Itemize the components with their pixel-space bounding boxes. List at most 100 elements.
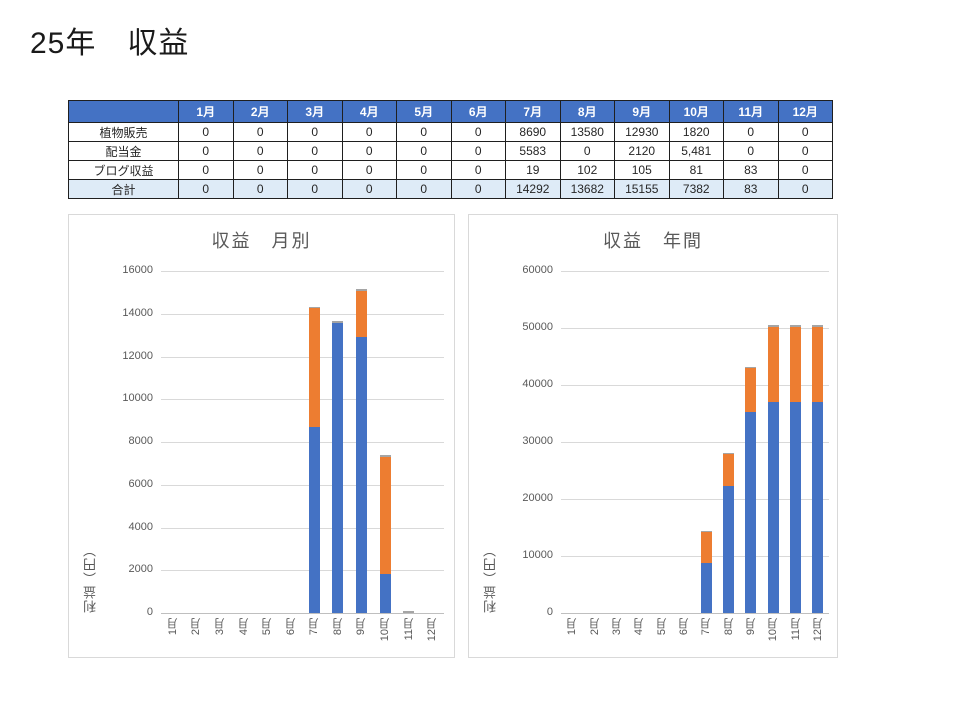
value-cell: 102 <box>559 160 615 180</box>
value-cell: 19 <box>505 160 561 180</box>
gridline <box>161 271 444 272</box>
value-cell: 0 <box>287 141 343 161</box>
value-cell: 12930 <box>614 122 670 142</box>
value-cell: 0 <box>396 122 452 142</box>
month-header-cell: 7月 <box>505 100 561 123</box>
value-cell: 0 <box>396 160 452 180</box>
value-cell: 0 <box>341 141 397 161</box>
revenue-table-header: 1月 2月 3月 4月 5月 6月 7月 8月 9月 10月 11月 12月 <box>68 100 833 123</box>
value-cell: 0 <box>232 122 288 142</box>
chart-monthly: 収益 月別 利益（円） 0 2000 4000 6000 8000 10000 12000 1… <box>68 214 455 658</box>
x-tick-label: 8月 <box>722 618 735 636</box>
bar-segment <box>332 320 344 323</box>
bar-segment <box>332 322 344 613</box>
gridline <box>161 613 444 614</box>
bar-segment <box>790 326 801 402</box>
page-title: 25年 収益 <box>30 27 190 60</box>
value-cell: 15155 <box>614 179 670 199</box>
value-cell: 0 <box>341 122 397 142</box>
x-tick-label: 1月 <box>166 618 179 636</box>
y-axis-title: 利益（円） <box>483 543 498 613</box>
row-label-cell: ブログ収益 <box>68 160 179 180</box>
y-tick-label: 14000 <box>122 306 153 319</box>
y-tick-label: 50000 <box>522 321 553 333</box>
x-tick-label: 12月 <box>811 618 824 642</box>
value-cell: 0 <box>777 160 833 180</box>
revenue-table-body: 植物販売 0 0 0 0 0 0 8690 13580 12930 1820 0 0 配当金 0 0 0 0 0 0 5… <box>68 122 833 199</box>
y-tick-label: 0 <box>546 606 553 618</box>
value-cell: 0 <box>178 179 234 199</box>
month-header-cell: 6月 <box>450 100 506 123</box>
y-tick-label: 20000 <box>522 492 553 504</box>
month-header-cell: 12月 <box>777 100 833 123</box>
value-cell: 0 <box>777 141 833 161</box>
bar-segment <box>812 402 824 613</box>
value-cell: 0 <box>178 141 234 161</box>
month-header-cell: 11月 <box>723 100 779 123</box>
bar-segment <box>790 402 801 613</box>
value-cell: 0 <box>341 160 397 180</box>
bar-segment <box>745 367 757 369</box>
bar-segment <box>745 368 757 413</box>
x-tick-label: 5月 <box>261 618 274 636</box>
chart-title: 収益 月別 <box>211 231 312 251</box>
gridline <box>161 356 444 358</box>
value-cell: 0 <box>287 122 343 142</box>
bar-segment <box>723 454 734 487</box>
x-tick-label: 10月 <box>767 618 780 642</box>
y-tick-label: 2000 <box>128 563 153 576</box>
row-label-cell: 合計 <box>68 179 179 199</box>
bar-segment <box>308 427 320 613</box>
bar-segment <box>379 455 391 457</box>
gridline <box>161 570 444 572</box>
bar-segment <box>355 336 367 613</box>
x-tick-label: 6月 <box>284 618 297 636</box>
gridline <box>561 556 829 557</box>
table-row: 配当金 0 0 0 0 0 0 5583 0 2120 5,481 0 0 <box>68 141 833 161</box>
value-cell: 0 <box>232 179 288 199</box>
value-cell: 14292 <box>505 179 561 199</box>
revenue-table: 1月 2月 3月 4月 5月 6月 7月 8月 9月 10月 11月 12月 植物販売 0 0 0 0 0 0 86… <box>68 100 833 199</box>
x-tick-label: 11月 <box>402 618 415 641</box>
y-tick-label: 0 <box>146 606 153 618</box>
month-header-cell: 9月 <box>614 100 670 123</box>
x-tick-label: 3月 <box>213 618 226 636</box>
month-header-cell: 1月 <box>178 100 234 123</box>
bar-segment <box>767 326 779 402</box>
gridline <box>561 271 829 272</box>
bar-segment <box>790 324 801 327</box>
value-cell: 0 <box>559 141 615 161</box>
gridline <box>561 442 829 443</box>
y-tick-label: 12000 <box>122 349 153 362</box>
month-header-cell: 4月 <box>341 100 397 123</box>
y-tick-label: 4000 <box>128 520 153 533</box>
gridline <box>561 328 829 329</box>
bar-segment <box>403 611 415 613</box>
value-cell: 0 <box>178 122 234 142</box>
value-cell: 0 <box>450 179 506 199</box>
table-row: 植物販売 0 0 0 0 0 0 8690 13580 12930 1820 0 0 <box>68 122 833 142</box>
value-cell: 0 <box>777 179 833 199</box>
bar-segment <box>355 291 367 337</box>
y-axis-title: 利益（円） <box>83 543 98 613</box>
plot-area: 0 10000 20000 30000 40000 50000 60000 1月 2月 3月 4月 5… <box>522 264 829 641</box>
y-tick-label: 30000 <box>522 435 553 447</box>
value-cell: 0 <box>450 160 506 180</box>
value-cell: 83 <box>723 179 779 199</box>
chart-annual: 収益 年間 利益（円） 0 10000 20000 30000 40000 50000 60… <box>468 214 838 658</box>
value-cell: 0 <box>723 122 779 142</box>
value-cell: 0 <box>341 179 397 199</box>
value-cell: 7382 <box>668 179 724 199</box>
bar-segment <box>745 412 757 613</box>
bar-segment <box>700 531 712 564</box>
gridline <box>561 499 829 500</box>
table-row: 合計 0 0 0 0 0 0 14292 13682 15155 7382 83 0 <box>68 179 833 199</box>
bar-segment <box>379 574 391 613</box>
month-header-cell: 5月 <box>396 100 452 123</box>
header-row: 1月 2月 3月 4月 5月 6月 7月 8月 9月 10月 11月 12月 <box>68 100 833 123</box>
bar-segment <box>723 486 734 613</box>
value-cell: 0 <box>396 141 452 161</box>
y-tick-label: 8000 <box>128 435 153 447</box>
value-cell: 13682 <box>559 179 615 199</box>
value-cell: 5583 <box>505 141 561 161</box>
